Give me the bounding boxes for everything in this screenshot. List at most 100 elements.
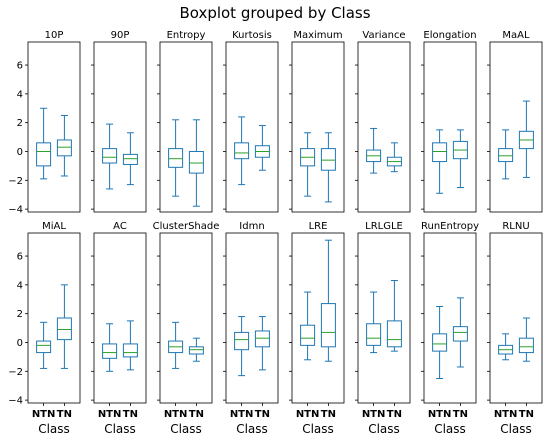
- panel-frame: [93, 41, 147, 213]
- category-label-ntn: NTN: [98, 409, 122, 420]
- panel-title: 10P: [45, 30, 64, 41]
- x-axis-label: Class: [302, 422, 334, 435]
- panel-title: 90P: [111, 30, 130, 41]
- box-ntn: [36, 142, 52, 167]
- box-ntn: [168, 148, 184, 168]
- x-axis-label: Class: [500, 422, 532, 435]
- panel-frame: [159, 41, 213, 213]
- panel-frame: [423, 232, 477, 404]
- panel-title: Idmn: [239, 221, 264, 232]
- box-tn: [56, 317, 72, 341]
- y-tick-label: −4: [8, 396, 23, 407]
- box-tn: [452, 326, 468, 342]
- panel-frame: [93, 232, 147, 404]
- panel-90p: 90P: [91, 30, 147, 213]
- panel-kurtosis: Kurtosis: [223, 30, 279, 213]
- panels-group: 10P 90P Entropy Kurtosis Maximum Variance Elon…: [25, 30, 543, 406]
- category-label-tn: TN: [123, 409, 138, 420]
- category-label-tn: TN: [57, 409, 72, 420]
- panel-variance: Variance: [355, 30, 411, 213]
- panel-lre: LRE: [289, 221, 345, 406]
- panel-title: RLNU: [502, 221, 529, 232]
- panel-frame: [357, 232, 411, 404]
- x-axis-label: Class: [368, 422, 400, 435]
- box-tn: [122, 343, 138, 358]
- panel-clustershade: ClusterShade: [153, 221, 220, 406]
- panel-idmn: Idmn: [223, 221, 279, 406]
- category-label-tn: TN: [519, 409, 534, 420]
- category-label-ntn: NTN: [362, 409, 386, 420]
- category-label-ntn: NTN: [428, 409, 452, 420]
- panel-title: Variance: [362, 30, 405, 41]
- x-axis-label: Class: [104, 422, 136, 435]
- panel-maal: MaAL: [487, 30, 543, 213]
- panel-frame: [27, 41, 81, 213]
- y-tick-label: 4: [17, 89, 23, 100]
- y-tick-label: 0: [17, 147, 23, 158]
- y-tick-label: −2: [8, 176, 23, 187]
- panel-mial: MiAL: [25, 221, 81, 406]
- box-tn: [122, 153, 138, 165]
- box-ntn: [432, 333, 448, 352]
- panel-title: Kurtosis: [232, 30, 272, 41]
- category-label-tn: TN: [189, 409, 204, 420]
- panel-frame: [291, 232, 345, 404]
- panel-frame: [225, 232, 279, 404]
- panel-frame: [489, 41, 543, 213]
- y-tick-labels: −4 −2 0 2 4 6 −4 −2 0 2 4 6: [8, 61, 23, 407]
- panel-rlnu: RLNU: [487, 221, 543, 406]
- box-ntn: [234, 331, 250, 351]
- category-label-tn: TN: [453, 409, 468, 420]
- panel-title: Entropy: [167, 30, 206, 41]
- category-label-tn: TN: [321, 409, 336, 420]
- box-tn: [386, 320, 402, 348]
- x-axis-label: Class: [236, 422, 268, 435]
- category-label-ntn: NTN: [230, 409, 254, 420]
- box-tn: [56, 139, 72, 157]
- box-ntn: [234, 142, 250, 160]
- category-label-tn: TN: [387, 409, 402, 420]
- panel-frame: [357, 41, 411, 213]
- panel-ac: AC: [91, 221, 147, 406]
- panel-lrlgle: LRLGLE: [355, 221, 411, 406]
- category-label-tn: TN: [255, 409, 270, 420]
- category-label-ntn: NTN: [494, 409, 518, 420]
- box-ntn: [36, 340, 52, 354]
- y-tick-label: 2: [17, 309, 23, 320]
- panel-title: ClusterShade: [153, 221, 220, 232]
- panel-elongation: Elongation: [421, 30, 477, 213]
- panel-runentropy: RunEntropy: [421, 221, 479, 406]
- x-axis-label: Class: [38, 422, 70, 435]
- x-axis-label: Class: [170, 422, 202, 435]
- box-tn: [320, 148, 336, 171]
- box-tn: [254, 330, 270, 348]
- panel-frame: [159, 232, 213, 404]
- panel-frame: [291, 41, 345, 213]
- y-tick-label: −2: [8, 367, 23, 378]
- panel-maximum: Maximum: [289, 30, 345, 213]
- panel-10p: 10P: [25, 30, 81, 213]
- panel-frame: [489, 232, 543, 404]
- y-tick-label: 0: [17, 338, 23, 349]
- panel-title: Elongation: [423, 30, 476, 41]
- panel-title: AC: [113, 221, 127, 232]
- category-label-ntn: NTN: [32, 409, 56, 420]
- y-tick-label: 4: [17, 280, 23, 291]
- panel-title: Maximum: [293, 30, 342, 41]
- y-tick-label: 6: [17, 61, 23, 72]
- x-axis-label: Class: [434, 422, 466, 435]
- box-ntn: [102, 343, 118, 359]
- box-tn: [188, 346, 204, 355]
- box-tn: [320, 303, 336, 348]
- figure-title: Boxplot grouped by Class: [179, 4, 370, 22]
- y-tick-label: 2: [17, 118, 23, 129]
- panel-title: RunEntropy: [421, 221, 479, 232]
- panel-title: LRE: [309, 221, 328, 232]
- panel-frame: [423, 41, 477, 213]
- box-tn: [518, 337, 534, 354]
- panel-frame: [27, 232, 81, 404]
- box-ntn: [366, 323, 382, 346]
- y-tick-label: −4: [8, 205, 23, 216]
